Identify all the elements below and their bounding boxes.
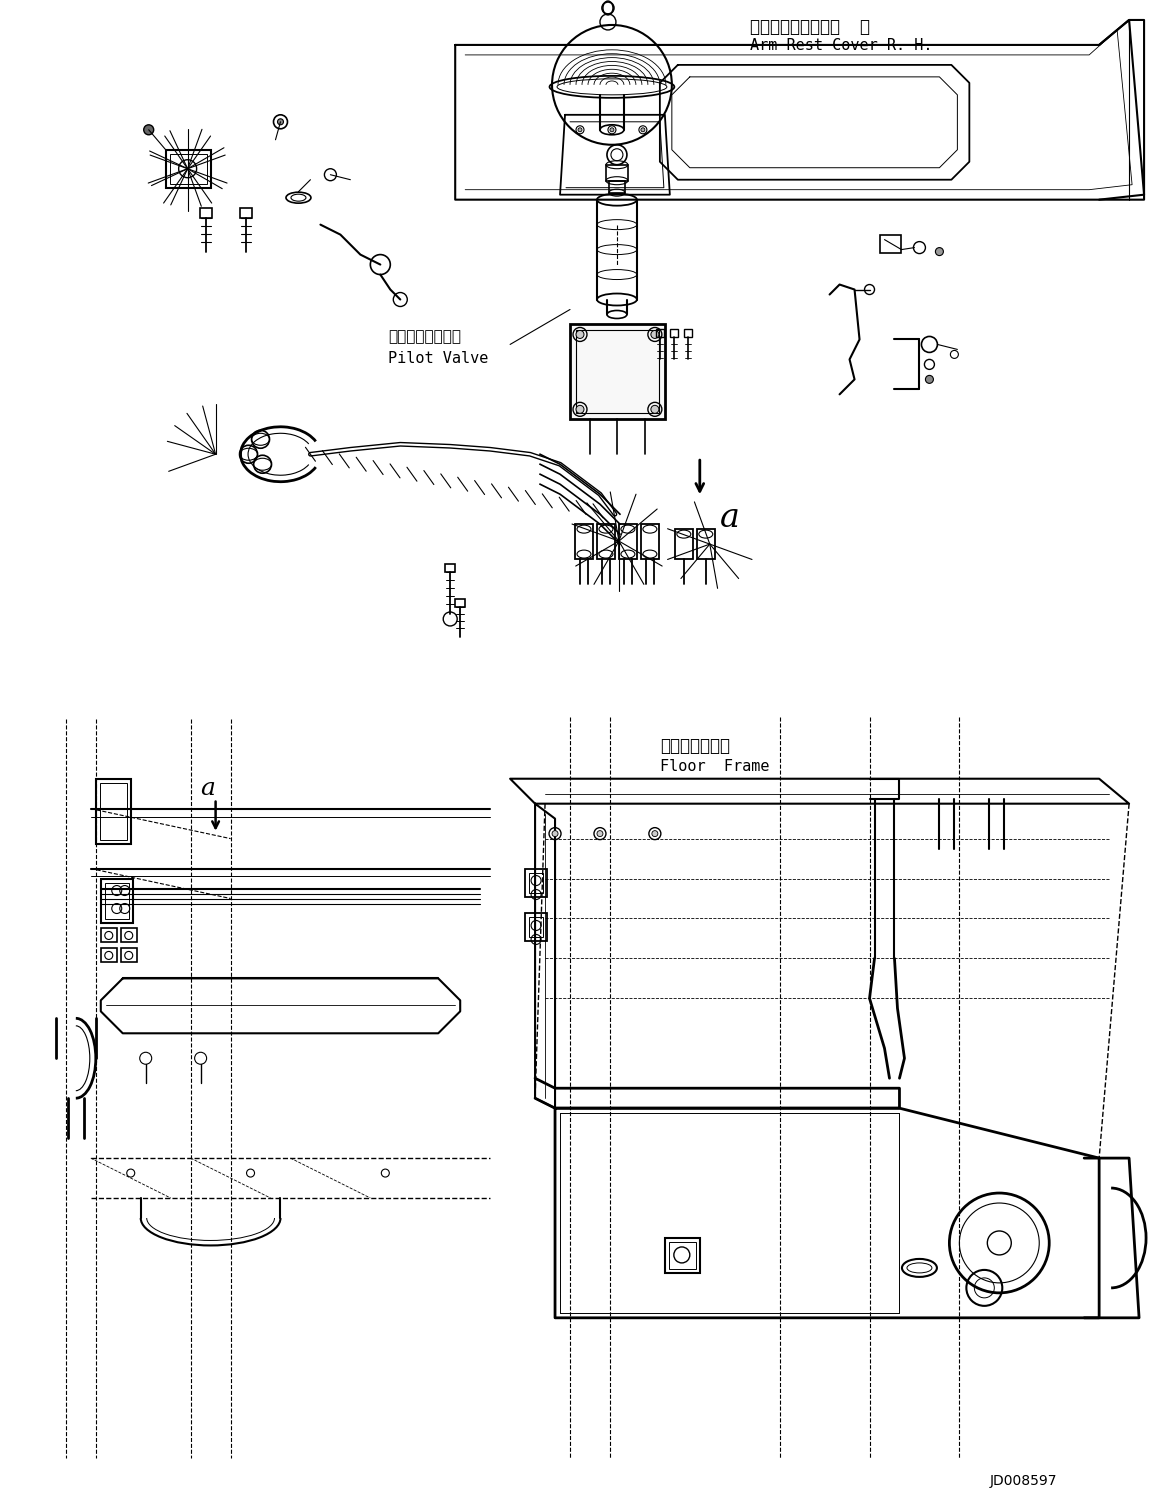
Bar bbox=[239, 207, 251, 218]
Bar bbox=[525, 914, 547, 941]
Circle shape bbox=[926, 376, 934, 383]
Text: Floor  Frame: Floor Frame bbox=[659, 759, 769, 774]
Bar bbox=[675, 529, 693, 559]
Text: JD008597: JD008597 bbox=[989, 1473, 1056, 1488]
Bar bbox=[165, 149, 211, 188]
Bar bbox=[670, 330, 678, 337]
Text: パイロットバルブ: パイロットバルブ bbox=[389, 330, 462, 344]
Circle shape bbox=[610, 128, 614, 131]
Circle shape bbox=[641, 128, 644, 131]
Bar bbox=[101, 948, 117, 962]
Bar bbox=[641, 525, 658, 559]
Text: Arm Rest Cover R. H.: Arm Rest Cover R. H. bbox=[750, 37, 933, 54]
Text: フロアフレーム: フロアフレーム bbox=[659, 737, 730, 754]
Bar bbox=[619, 525, 636, 559]
Bar bbox=[576, 331, 658, 413]
Circle shape bbox=[278, 119, 283, 125]
Bar bbox=[656, 330, 664, 337]
Bar bbox=[529, 872, 543, 893]
Bar bbox=[120, 929, 137, 942]
Text: アームレストカバー  右: アームレストカバー 右 bbox=[750, 18, 870, 36]
Bar bbox=[101, 929, 117, 942]
Bar bbox=[170, 154, 207, 183]
Circle shape bbox=[143, 125, 154, 134]
Bar bbox=[120, 948, 137, 962]
Circle shape bbox=[576, 406, 584, 413]
Bar bbox=[529, 917, 543, 938]
Bar bbox=[697, 529, 715, 559]
Circle shape bbox=[552, 830, 558, 836]
Text: a: a bbox=[720, 502, 739, 534]
Bar bbox=[606, 164, 628, 180]
Bar bbox=[879, 234, 901, 252]
Bar bbox=[665, 1238, 700, 1273]
Circle shape bbox=[597, 830, 603, 836]
Bar bbox=[445, 564, 455, 573]
Bar bbox=[455, 599, 465, 607]
Text: a: a bbox=[200, 777, 215, 799]
Bar bbox=[669, 1242, 695, 1269]
Text: Pilot Valve: Pilot Valve bbox=[389, 352, 488, 367]
Circle shape bbox=[576, 331, 584, 338]
Circle shape bbox=[651, 406, 658, 413]
Bar bbox=[200, 207, 212, 218]
Bar bbox=[105, 883, 128, 920]
Bar bbox=[101, 878, 133, 923]
Circle shape bbox=[578, 128, 582, 131]
Bar bbox=[597, 525, 614, 559]
Bar bbox=[100, 783, 127, 839]
Bar bbox=[684, 330, 692, 337]
Bar bbox=[525, 869, 547, 896]
Circle shape bbox=[651, 331, 658, 338]
Bar bbox=[575, 525, 594, 559]
Circle shape bbox=[651, 830, 658, 836]
Bar bbox=[96, 778, 131, 844]
Bar bbox=[570, 325, 665, 419]
Circle shape bbox=[935, 248, 943, 255]
Bar bbox=[609, 180, 625, 192]
